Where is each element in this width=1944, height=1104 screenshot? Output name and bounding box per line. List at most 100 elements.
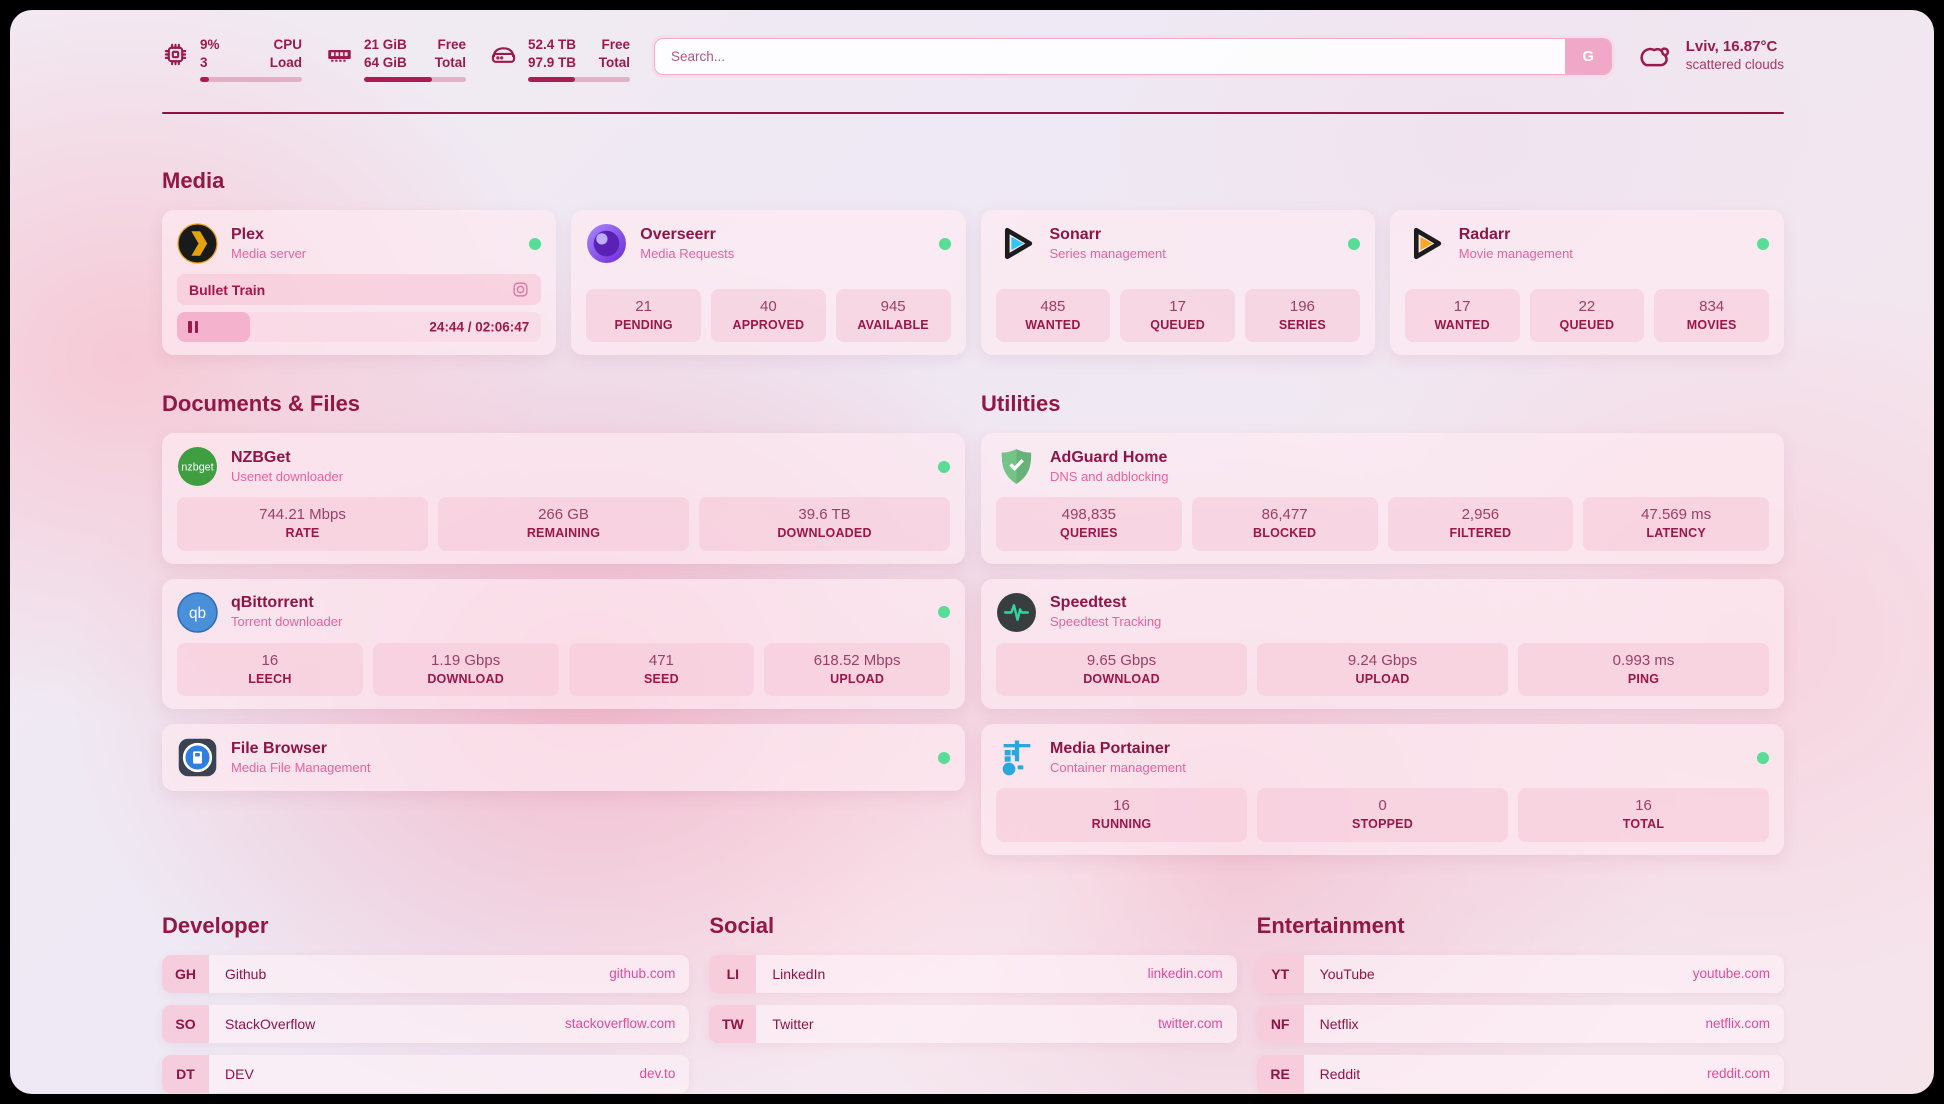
sonarr-icon <box>996 223 1037 264</box>
stat-stopped: 0 STOPPED <box>1257 788 1508 842</box>
app-card-overseerr[interactable]: Overseerr Media Requests 21 PENDING 40 A… <box>571 210 966 356</box>
stat-leech: 16 LEECH <box>177 642 363 697</box>
svg-text:qb: qb <box>189 605 206 622</box>
bookmark-twitter[interactable]: TW Twitter twitter.com <box>709 1004 1237 1043</box>
playback-progress-bar: 24:44 / 02:06:47 <box>177 312 542 343</box>
stat-series: 196 SERIES <box>1245 288 1360 343</box>
app-title: File Browser <box>231 739 328 757</box>
bookmark-youtube[interactable]: YT YouTube youtube.com <box>1256 954 1784 993</box>
stat-wanted: 485 WANTED <box>995 288 1111 343</box>
speedtest-icon <box>996 592 1037 633</box>
app-title: Plex <box>231 225 264 243</box>
status-dot <box>938 460 950 473</box>
memory-label-bottom: Total <box>434 54 466 70</box>
app-card-portainer[interactable]: Media Portainer Container management 16 … <box>981 724 1784 855</box>
session-icon[interactable] <box>512 281 529 298</box>
dashboard-page: 9% CPU 3 Load <box>10 10 1934 1094</box>
bookmark-dev[interactable]: DT DEV dev.to <box>162 1054 690 1093</box>
disk-stat: 52.4 TB Free 97.9 TB Total <box>490 36 630 83</box>
search-bar: G <box>654 38 1612 75</box>
stat-remaining: 266 GB REMAINING <box>438 497 689 551</box>
app-card-radarr[interactable]: Radarr Movie management 17 WANTED 22 QUE… <box>1389 210 1784 356</box>
pause-icon[interactable] <box>188 321 198 334</box>
status-dot <box>1757 751 1769 764</box>
bookmark-name: Reddit <box>1319 1065 1361 1082</box>
stat-available: 945 AVAILABLE <box>835 288 951 343</box>
filebrowser-icon <box>177 737 218 778</box>
section-title-social: Social <box>709 912 775 938</box>
bookmark-linkedin[interactable]: LI LinkedIn linkedin.com <box>709 954 1237 993</box>
weather-widget[interactable]: Lviv, 16.87°C scattered clouds <box>1636 37 1784 72</box>
bookmark-abbr: NF <box>1256 1004 1304 1043</box>
bookmark-name: YouTube <box>1319 965 1375 982</box>
weather-location-temp: Lviv, 16.87°C <box>1685 38 1778 55</box>
bookmark-abbr: RE <box>1256 1054 1304 1093</box>
cpu-label-bottom: Load <box>269 54 302 70</box>
app-card-adguard[interactable]: AdGuard Home DNS and adblocking 498,835 … <box>981 433 1784 564</box>
status-dot <box>1757 237 1769 250</box>
stat-approved: 40 APPROVED <box>711 288 826 343</box>
app-card-nzbget[interactable]: nzbget NZBGet Usenet downloader 74 <box>162 433 965 564</box>
bookmark-abbr: TW <box>709 1004 757 1043</box>
cloud-icon <box>1636 40 1674 70</box>
cpu-usage-value: 9% <box>200 37 220 52</box>
app-card-plex[interactable]: Plex Media server Bullet Train <box>162 210 557 356</box>
overseerr-icon <box>586 223 627 264</box>
memory-stat: 21 GiB Free 64 GiB Total <box>326 36 466 83</box>
stat-queued: 22 QUEUED <box>1529 288 1645 343</box>
app-subtitle: Media File Management <box>231 759 371 775</box>
bookmark-abbr: GH <box>162 954 209 993</box>
playback-time: 24:44 / 02:06:47 <box>429 319 530 335</box>
app-card-qbittorrent[interactable]: qb qBittorrent Torrent downloader <box>162 578 965 710</box>
app-subtitle: Speedtest Tracking <box>1050 614 1162 630</box>
app-title: Radarr <box>1458 225 1511 243</box>
app-subtitle: Movie management <box>1458 245 1573 261</box>
app-card-speedtest[interactable]: Speedtest Speedtest Tracking 9.65 Gbps D… <box>981 578 1784 710</box>
app-title: AdGuard Home <box>1050 448 1168 466</box>
cpu-progress-bar <box>200 77 302 83</box>
app-card-filebrowser[interactable]: File Browser Media File Management <box>162 724 965 792</box>
stat-pending: 21 PENDING <box>586 288 701 343</box>
app-card-sonarr[interactable]: Sonarr Series management 485 WANTED 17 Q… <box>980 210 1375 356</box>
disk-free-value: 52.4 TB <box>528 37 577 52</box>
now-playing: Bullet Train 24:44 / 02:06:47 <box>177 274 542 343</box>
bookmark-name: DEV <box>225 1065 254 1082</box>
stat-queries: 498,835 QUERIES <box>996 497 1182 551</box>
app-subtitle: Usenet downloader <box>231 468 344 484</box>
app-title: qBittorrent <box>231 594 314 612</box>
bookmark-reddit[interactable]: RE Reddit reddit.com <box>1256 1054 1784 1093</box>
status-dot <box>1347 237 1360 250</box>
status-dot <box>938 237 951 250</box>
bookmark-abbr: SO <box>162 1004 209 1043</box>
section-title-media: Media <box>162 168 225 194</box>
status-dot <box>938 606 950 619</box>
app-title: Sonarr <box>1049 225 1102 243</box>
bookmark-netflix[interactable]: NF Netflix netflix.com <box>1256 1004 1784 1043</box>
svg-text:nzbget: nzbget <box>181 462 213 474</box>
bookmark-url: stackoverflow.com <box>565 1016 676 1032</box>
search-input[interactable] <box>655 39 1565 74</box>
bookmark-name: Netflix <box>1319 1015 1359 1032</box>
bookmark-abbr: YT <box>1256 954 1304 993</box>
bookmark-github[interactable]: GH Github github.com <box>162 954 690 993</box>
adguard-icon <box>996 446 1037 487</box>
status-dot <box>529 237 542 250</box>
stat-downloaded: 39.6 TB DOWNLOADED <box>699 497 950 551</box>
bookmark-url: twitter.com <box>1158 1016 1223 1032</box>
section-title-entertainment: Entertainment <box>1256 912 1405 938</box>
search-engine-button[interactable]: G <box>1564 39 1611 74</box>
portainer-icon <box>996 737 1037 778</box>
stat-filtered: 2,956 FILTERED <box>1387 497 1574 551</box>
stat-total: 16 TOTAL <box>1518 788 1769 842</box>
app-subtitle: Media server <box>231 245 307 261</box>
app-subtitle: Torrent downloader <box>231 614 343 630</box>
disk-progress-bar <box>528 77 630 83</box>
bookmark-url: github.com <box>609 966 676 982</box>
stat-blocked: 86,477 BLOCKED <box>1191 497 1378 551</box>
cpu-label-top: CPU <box>273 37 302 52</box>
bookmark-name: StackOverflow <box>225 1015 316 1032</box>
bookmark-stackoverflow[interactable]: SO StackOverflow stackoverflow.com <box>162 1004 690 1043</box>
app-subtitle: Series management <box>1049 245 1166 261</box>
stat-running: 16 RUNNING <box>996 788 1247 842</box>
stat-ping: 0.993 ms PING <box>1518 642 1769 697</box>
